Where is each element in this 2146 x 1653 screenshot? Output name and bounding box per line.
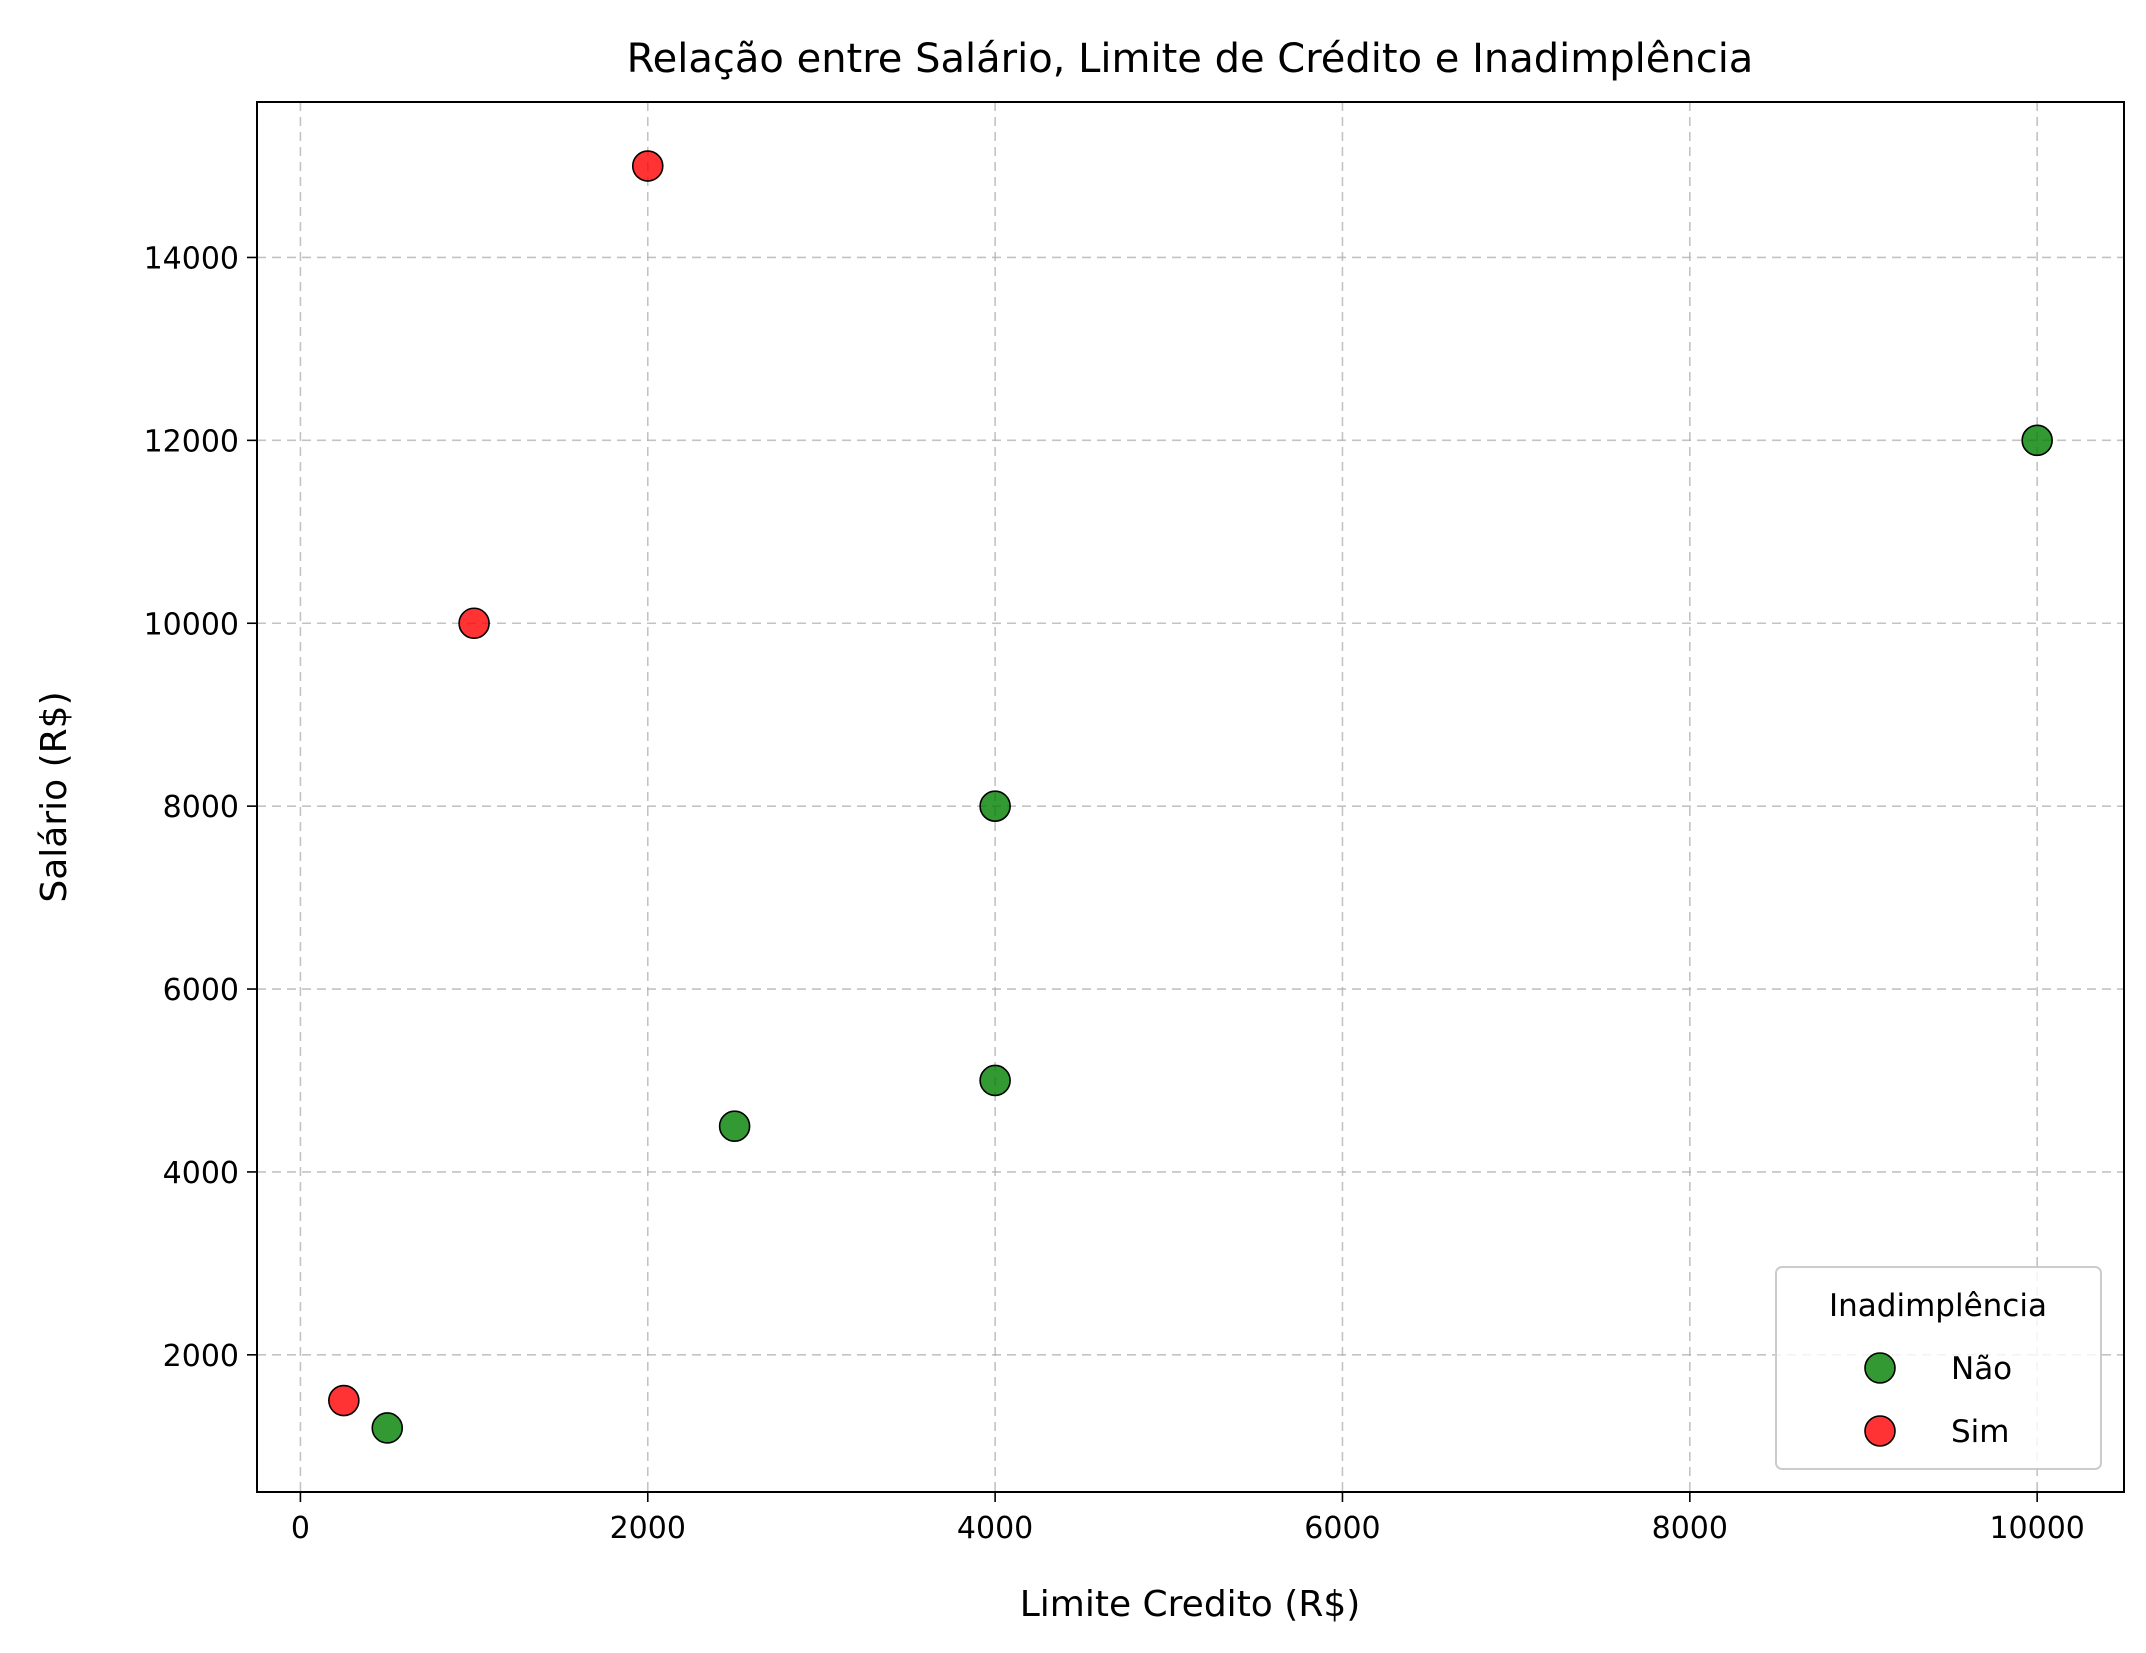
tick-layer: 0 2000 4000 6000 8000 10000 2000 4000 6000 8000 10… bbox=[144, 241, 2085, 1546]
y-tick-label: 10000 bbox=[144, 607, 239, 642]
data-point-sim bbox=[458, 607, 490, 640]
legend-marker bbox=[1864, 1415, 1896, 1447]
legend: Inadimplência Não Sim bbox=[1775, 1266, 2102, 1470]
data-point-sim bbox=[631, 150, 664, 182]
legend-label: Não bbox=[1951, 1351, 2012, 1387]
x-axis-label: Limite Credito (R$) bbox=[1020, 1584, 1361, 1625]
y-tick-label: 4000 bbox=[163, 1156, 239, 1191]
legend-box bbox=[1775, 1266, 2102, 1470]
legend-marker bbox=[1864, 1352, 1896, 1384]
x-tick-label: 2000 bbox=[610, 1511, 686, 1546]
x-tick-label: 0 bbox=[291, 1511, 310, 1546]
y-tick-label: 6000 bbox=[163, 973, 239, 1008]
y-axis-label: Salário (R$) bbox=[34, 691, 75, 902]
legend-items: Não Sim bbox=[1864, 1351, 2012, 1450]
y-tick-label: 14000 bbox=[144, 241, 239, 276]
data-point-n-o bbox=[979, 1064, 1011, 1097]
data-point-n-o bbox=[718, 1110, 751, 1143]
legend-title: Inadimplência bbox=[1829, 1288, 2047, 1324]
legend-label: Sim bbox=[1951, 1414, 2010, 1450]
data-point-n-o bbox=[979, 790, 1011, 822]
y-tick-label: 12000 bbox=[144, 424, 239, 459]
chart-title: Relação entre Salário, Limite de Crédito… bbox=[627, 36, 1754, 82]
data-point-sim bbox=[328, 1384, 360, 1417]
y-tick-label: 2000 bbox=[163, 1339, 239, 1374]
point-layer bbox=[328, 150, 2053, 1444]
y-tick-label: 8000 bbox=[163, 790, 239, 825]
x-tick-label: 8000 bbox=[1652, 1511, 1728, 1546]
plot-area-frame bbox=[256, 101, 2125, 1493]
data-point-n-o bbox=[371, 1412, 404, 1444]
data-point-n-o bbox=[2021, 424, 2053, 457]
x-tick-label: 6000 bbox=[1304, 1511, 1380, 1546]
x-tick-label: 10000 bbox=[1989, 1511, 2084, 1546]
x-tick-label: 4000 bbox=[957, 1511, 1033, 1546]
grid-layer bbox=[257, 102, 2124, 1492]
